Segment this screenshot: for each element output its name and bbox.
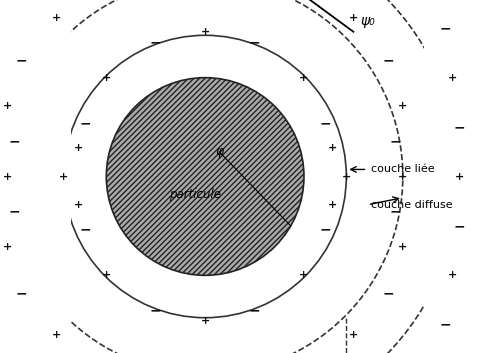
Text: −: − (383, 53, 395, 67)
Text: +: + (200, 27, 210, 37)
Text: −: − (249, 304, 260, 318)
Text: φ: φ (215, 145, 223, 158)
Text: +: + (73, 200, 83, 210)
Text: +: + (3, 101, 12, 111)
Text: +: + (3, 242, 12, 252)
Text: −: − (150, 35, 161, 49)
Text: −: − (440, 21, 451, 35)
Text: −: − (440, 318, 451, 332)
Text: +: + (447, 270, 457, 280)
Text: −: − (79, 116, 91, 131)
Text: +: + (398, 172, 407, 181)
Circle shape (106, 78, 304, 275)
Text: −: − (390, 134, 401, 148)
Text: −: − (383, 286, 395, 300)
Text: +: + (101, 73, 111, 83)
Text: +: + (52, 13, 61, 23)
Text: −: − (9, 134, 20, 148)
Text: −: − (390, 205, 401, 219)
Text: −: − (453, 219, 465, 233)
Text: −: − (249, 35, 260, 49)
Text: +: + (73, 143, 83, 153)
Text: particule: particule (169, 188, 221, 201)
Text: −: − (16, 53, 27, 67)
Text: +: + (200, 316, 210, 326)
Text: +: + (349, 330, 358, 340)
Text: +: + (52, 330, 61, 340)
Text: +: + (101, 270, 111, 280)
Text: ψ₀: ψ₀ (360, 14, 375, 28)
Text: +: + (455, 172, 464, 181)
Text: −: − (16, 286, 27, 300)
Text: couche diffuse: couche diffuse (371, 200, 452, 210)
Text: +: + (328, 200, 337, 210)
Text: +: + (3, 172, 12, 181)
Text: −: − (150, 304, 161, 318)
Text: −: − (453, 120, 465, 134)
Text: +: + (299, 73, 308, 83)
Text: −: − (79, 222, 91, 237)
Text: +: + (398, 101, 407, 111)
Text: +: + (299, 270, 308, 280)
Text: +: + (349, 13, 358, 23)
Text: +: + (59, 172, 69, 181)
Text: +: + (398, 242, 407, 252)
Text: +: + (342, 172, 351, 181)
Text: −: − (319, 116, 331, 131)
Text: +: + (328, 143, 337, 153)
Text: −: − (319, 222, 331, 237)
Text: −: − (9, 205, 20, 219)
Text: couche liée: couche liée (371, 164, 435, 174)
Text: +: + (447, 73, 457, 83)
